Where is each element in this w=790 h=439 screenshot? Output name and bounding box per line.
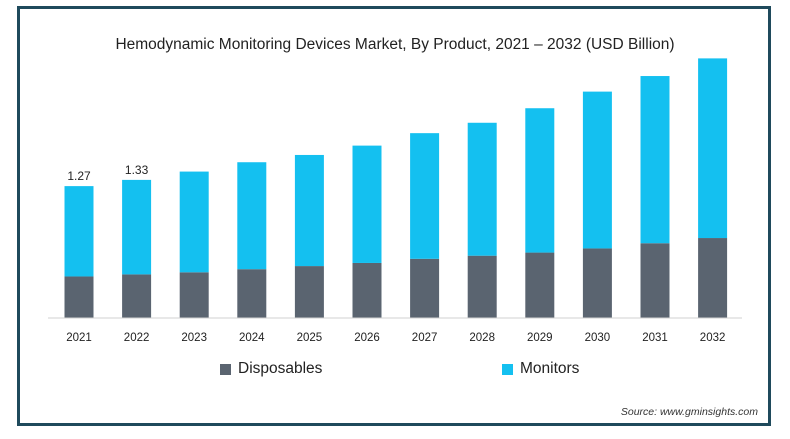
data-labels: 1.27 1.33 xyxy=(67,163,148,183)
bar-disposables-2023 xyxy=(179,272,209,318)
source-note: Source: www.gminsights.com xyxy=(620,406,758,418)
legend: Disposables Monitors xyxy=(0,360,790,380)
chart-title: Hemodynamic Monitoring Devices Market, B… xyxy=(115,36,675,53)
bar-disposables-2026 xyxy=(352,262,382,318)
x-tick-label-2028: 2028 xyxy=(469,332,495,344)
data-label-2021: 1.27 xyxy=(67,169,91,183)
bar-monitors-2024 xyxy=(237,162,267,270)
bar-disposables-2027 xyxy=(410,258,440,318)
x-tick-label-2024: 2024 xyxy=(239,332,265,344)
bar-monitors-2022 xyxy=(122,179,152,275)
bar-disposables-2030 xyxy=(582,248,612,318)
x-tick-labels: 2021 2022 2023 2024 2025 2026 2027 2028 2029 2030… xyxy=(66,332,725,344)
legend-item-disposables: Disposables xyxy=(220,360,322,378)
x-tick-label-2021: 2021 xyxy=(66,332,92,344)
legend-swatch-disposables xyxy=(220,363,231,375)
x-tick-label-2022: 2022 xyxy=(124,332,150,344)
legend-item-monitors: Monitors xyxy=(502,360,579,378)
bar-monitors-2025 xyxy=(294,154,324,267)
legend-label-disposables: Disposables xyxy=(238,360,323,377)
x-tick-label-2030: 2030 xyxy=(585,332,611,344)
legend-swatch-monitors xyxy=(502,363,513,375)
bar-monitors-2023 xyxy=(179,171,209,273)
x-tick-label-2027: 2027 xyxy=(412,332,438,344)
bar-disposables-2029 xyxy=(525,252,555,318)
bar-disposables-2025 xyxy=(294,266,324,318)
x-tick-label-2023: 2023 xyxy=(181,332,207,344)
bar-monitors-2021 xyxy=(64,186,94,277)
bar-disposables-2031 xyxy=(640,243,670,318)
bar-monitors-2027 xyxy=(410,133,440,259)
bar-monitors-2030 xyxy=(582,91,612,249)
x-tick-label-2032: 2032 xyxy=(700,332,726,344)
bar-disposables-2024 xyxy=(237,269,267,318)
bar-monitors-2026 xyxy=(352,145,382,263)
x-tick-label-2031: 2031 xyxy=(642,332,668,344)
bar-disposables-2028 xyxy=(467,255,497,318)
bar-disposables-2022 xyxy=(122,274,152,318)
bar-monitors-2032 xyxy=(698,58,728,239)
bar-disposables-2032 xyxy=(698,238,728,318)
x-tick-label-2025: 2025 xyxy=(297,332,323,344)
x-tick-label-2029: 2029 xyxy=(527,332,553,344)
bar-group xyxy=(64,58,728,318)
bar-monitors-2029 xyxy=(525,108,555,253)
bar-monitors-2031 xyxy=(640,76,670,244)
data-label-2022: 1.33 xyxy=(125,163,149,177)
legend-label-monitors: Monitors xyxy=(520,360,580,377)
bar-monitors-2028 xyxy=(467,122,497,256)
bar-disposables-2021 xyxy=(64,276,94,318)
x-tick-label-2026: 2026 xyxy=(354,332,380,344)
